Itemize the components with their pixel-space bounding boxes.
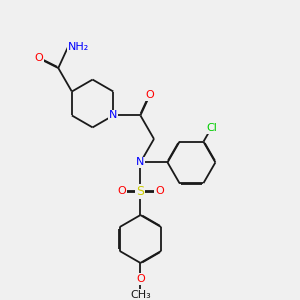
Text: CH₃: CH₃ xyxy=(130,290,151,300)
Text: N: N xyxy=(136,158,145,167)
Text: O: O xyxy=(136,274,145,284)
Text: O: O xyxy=(35,53,44,64)
Text: NH₂: NH₂ xyxy=(68,42,89,52)
Text: O: O xyxy=(146,90,154,100)
Text: N: N xyxy=(109,110,118,121)
Text: O: O xyxy=(117,186,126,196)
Text: S: S xyxy=(136,184,144,198)
Text: Cl: Cl xyxy=(206,123,217,133)
Text: O: O xyxy=(155,186,164,196)
